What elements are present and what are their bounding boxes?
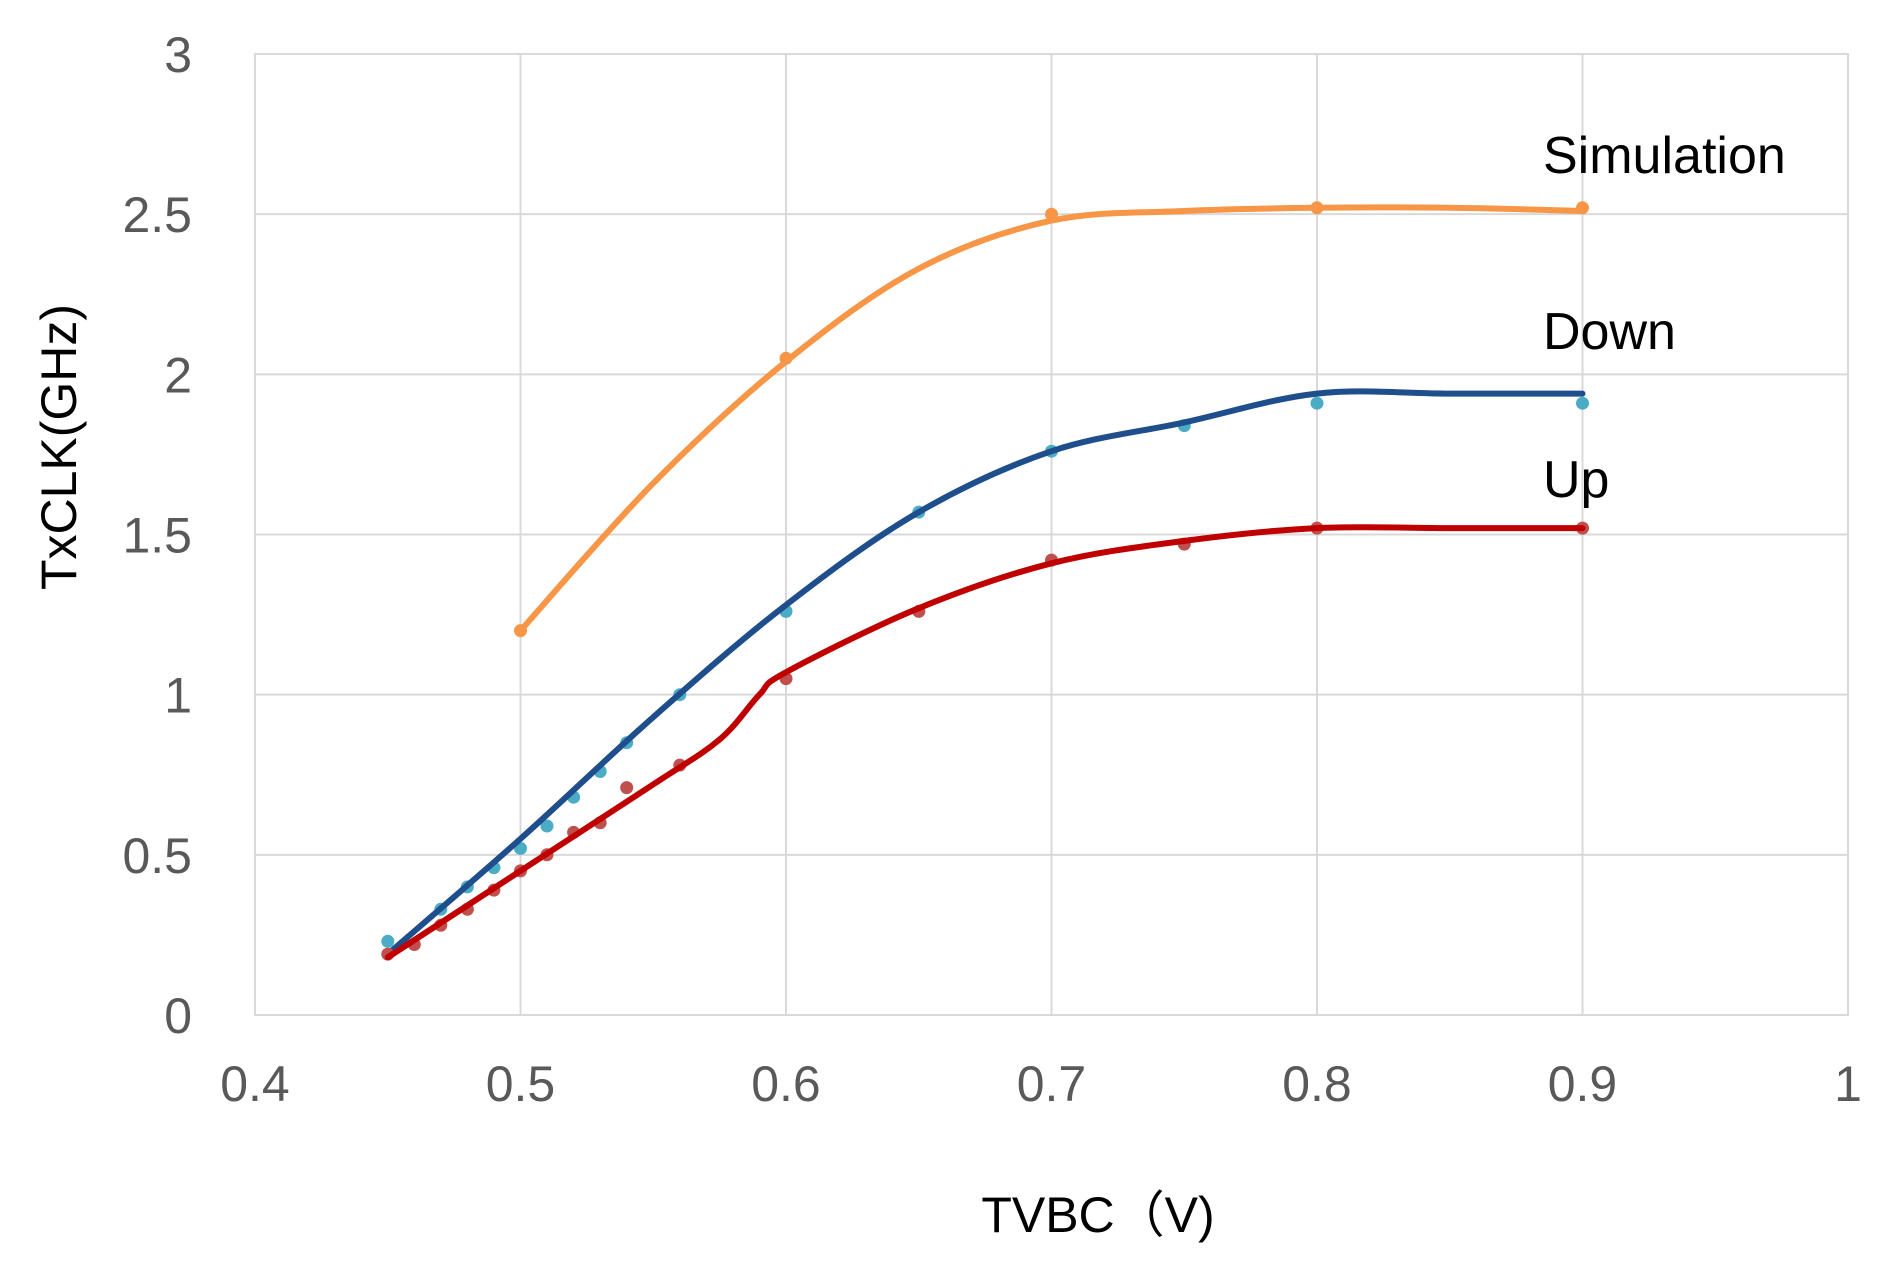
series-down	[381, 388, 1589, 958]
series-line-down	[384, 388, 1586, 958]
x-tick-label: 0.5	[486, 1056, 556, 1112]
x-tick-label: 0.7	[1017, 1056, 1087, 1112]
series-line-up	[384, 524, 1586, 961]
data-point-down	[381, 934, 395, 948]
data-point-down	[1576, 396, 1589, 410]
x-tick-label: 0.8	[1282, 1056, 1352, 1112]
y-tick-label: 0.5	[122, 828, 192, 884]
data-point-down	[540, 819, 554, 833]
data-point-up	[620, 781, 634, 795]
x-tick-label: 0.6	[751, 1056, 821, 1112]
x-axis-ticks: 0.4 0.5 0.6 0.7 0.8 0.9 1	[220, 1056, 1862, 1112]
x-tick-label: 0.4	[220, 1056, 290, 1112]
series-label-down: Down	[1543, 303, 1676, 361]
plot-area-border	[254, 53, 1849, 1016]
x-tick-label: 0.9	[1548, 1056, 1618, 1112]
x-axis-title: TVBC（V)	[981, 1187, 1214, 1243]
data-point-down	[1310, 396, 1324, 410]
series-layer	[381, 201, 1589, 961]
y-tick-label: 2	[164, 347, 192, 403]
y-tick-label: 1.5	[122, 508, 192, 564]
y-tick-label: 2.5	[122, 187, 192, 243]
y-axis-ticks: 0 0.5 1 1.5 2 2.5 3	[122, 27, 192, 1044]
series-label-up: Up	[1543, 451, 1609, 509]
series-label-simulation: Simulation	[1543, 127, 1786, 185]
y-axis-title: TxCLK(GHz)	[31, 304, 87, 590]
series-line-simulation	[517, 204, 1586, 634]
y-tick-label: 3	[164, 27, 192, 83]
series-simulation	[514, 201, 1589, 638]
x-tick-label: 1	[1834, 1056, 1862, 1112]
y-tick-label: 1	[164, 668, 192, 724]
series-up	[381, 521, 1589, 961]
y-tick-label: 0	[164, 988, 192, 1044]
